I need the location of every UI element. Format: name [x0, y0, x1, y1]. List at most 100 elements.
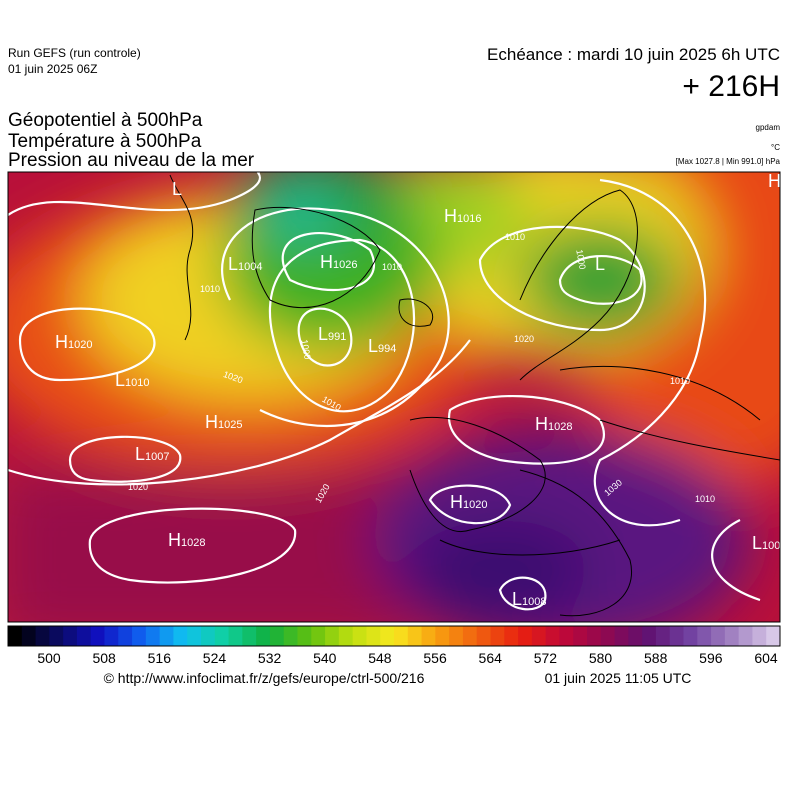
center-type: L [595, 254, 605, 274]
pressure-center: L991 [318, 324, 346, 344]
colorbar-swatch [132, 626, 147, 646]
colorbar-tick-label: 508 [92, 650, 116, 666]
colorbar-tick-label: 604 [754, 650, 778, 666]
center-type: H [320, 252, 333, 272]
colorbar-swatch [642, 626, 657, 646]
center-type: L [135, 444, 145, 464]
colorbar-tick-label: 564 [479, 650, 503, 666]
colorbar-swatch [297, 626, 312, 646]
center-pressure: 1028 [548, 421, 572, 433]
colorbar-swatch [256, 626, 271, 646]
colorbar-swatch [228, 626, 243, 646]
colorbar-swatch [738, 626, 753, 646]
isobar-label: 1010 [670, 376, 690, 386]
colorbar-swatch [352, 626, 367, 646]
center-pressure: 1028 [181, 537, 205, 549]
center-pressure: 994 [378, 343, 396, 355]
center-pressure: 100 [762, 540, 780, 552]
colorbar-swatch [752, 626, 767, 646]
isobar-label: 1010 [382, 262, 402, 272]
center-pressure: 1026 [333, 259, 357, 271]
colorbar-frame [7, 625, 781, 647]
isobar-label: 1010 [695, 494, 715, 504]
center-type: L [752, 533, 762, 553]
center-type: H [444, 206, 457, 226]
center-pressure: 1010 [125, 377, 149, 389]
colorbar-swatch [76, 626, 92, 646]
colorbar-tick-label: 596 [699, 650, 723, 666]
isobar-label: 1020 [128, 482, 148, 492]
colorbar-swatch [697, 626, 712, 646]
colorbar-swatch [545, 626, 560, 646]
colorbar-swatch [35, 626, 50, 646]
title: Géopotentiel à 500hPa [8, 110, 203, 131]
colorbar-swatch [462, 626, 478, 646]
center-pressure: 1016 [457, 213, 481, 225]
center-type: L [228, 254, 238, 274]
pressure-center: L [595, 254, 605, 274]
colorbar-swatch [366, 626, 381, 646]
colorbar-swatch [63, 626, 78, 646]
center-type: L [172, 179, 182, 199]
colorbar-swatch [49, 626, 64, 646]
colorbar-swatch [628, 626, 643, 646]
center-type: H [55, 332, 68, 352]
colorbar-tick-label: 548 [368, 650, 392, 666]
colorbar-swatch [504, 626, 519, 646]
colorbar-swatch [449, 626, 464, 646]
colorbar-swatch [187, 626, 202, 646]
colorbar-swatch [711, 626, 726, 646]
pressure-center: L1008 [512, 589, 547, 609]
colorbar-swatch [338, 626, 354, 646]
colorbar-swatch [476, 626, 491, 646]
unit: gpdam [756, 123, 781, 132]
colorbar-tick-label: 532 [258, 650, 282, 666]
colorbar-swatch [394, 626, 409, 646]
colorbar-swatch [173, 626, 188, 646]
colorbar-swatch [380, 626, 395, 646]
run-date: 01 juin 2025 06Z [8, 62, 97, 76]
colorbar-swatch [573, 626, 588, 646]
center-type: H [450, 492, 463, 512]
center-type: H [205, 412, 218, 432]
colorbar-swatch [21, 626, 37, 646]
colorbar-swatch [283, 626, 298, 646]
center-pressure: 1020 [68, 339, 92, 351]
pressure-center: L994 [368, 336, 396, 356]
isobar-label: 1000 [574, 249, 587, 270]
center-type: H [768, 171, 781, 191]
colorbar-swatch [118, 626, 133, 646]
colorbar-swatch [490, 626, 505, 646]
isobar-label: 1010 [200, 284, 220, 294]
colorbar-swatch [421, 626, 436, 646]
colorbar-swatch [435, 626, 450, 646]
center-type: L [368, 336, 378, 356]
center-pressure: 1025 [218, 419, 242, 431]
pressure-center: H1028 [168, 530, 205, 550]
pressure-center: H1020 [450, 492, 487, 512]
colorbar-swatch [766, 626, 781, 646]
echeance: Echéance : mardi 10 juin 2025 6h UTC [487, 45, 780, 64]
center-pressure: 1007 [145, 451, 169, 463]
colorbar-swatch [104, 626, 119, 646]
pressure-center: H1026 [320, 252, 357, 272]
map-frame [7, 171, 781, 623]
colorbar-swatch [214, 626, 230, 646]
center-type: H [535, 414, 548, 434]
source: © http://www.infoclimat.fr/z/gefs/europe… [104, 670, 425, 686]
pressure-center: H1020 [55, 332, 92, 352]
colorbar-swatch [559, 626, 574, 646]
colorbar-swatch [518, 626, 533, 646]
colorbar-swatch [159, 626, 174, 646]
title: Pression au niveau de la mer [8, 150, 255, 171]
center-pressure: 1020 [463, 499, 487, 511]
center-type: L [115, 370, 125, 390]
colorbar-tick-label: 516 [148, 650, 172, 666]
pressure-center: H1016 [444, 206, 481, 226]
lead-time: + 216H [682, 70, 780, 103]
colorbar-swatch [407, 626, 423, 646]
center-pressure: 1008 [522, 596, 546, 608]
